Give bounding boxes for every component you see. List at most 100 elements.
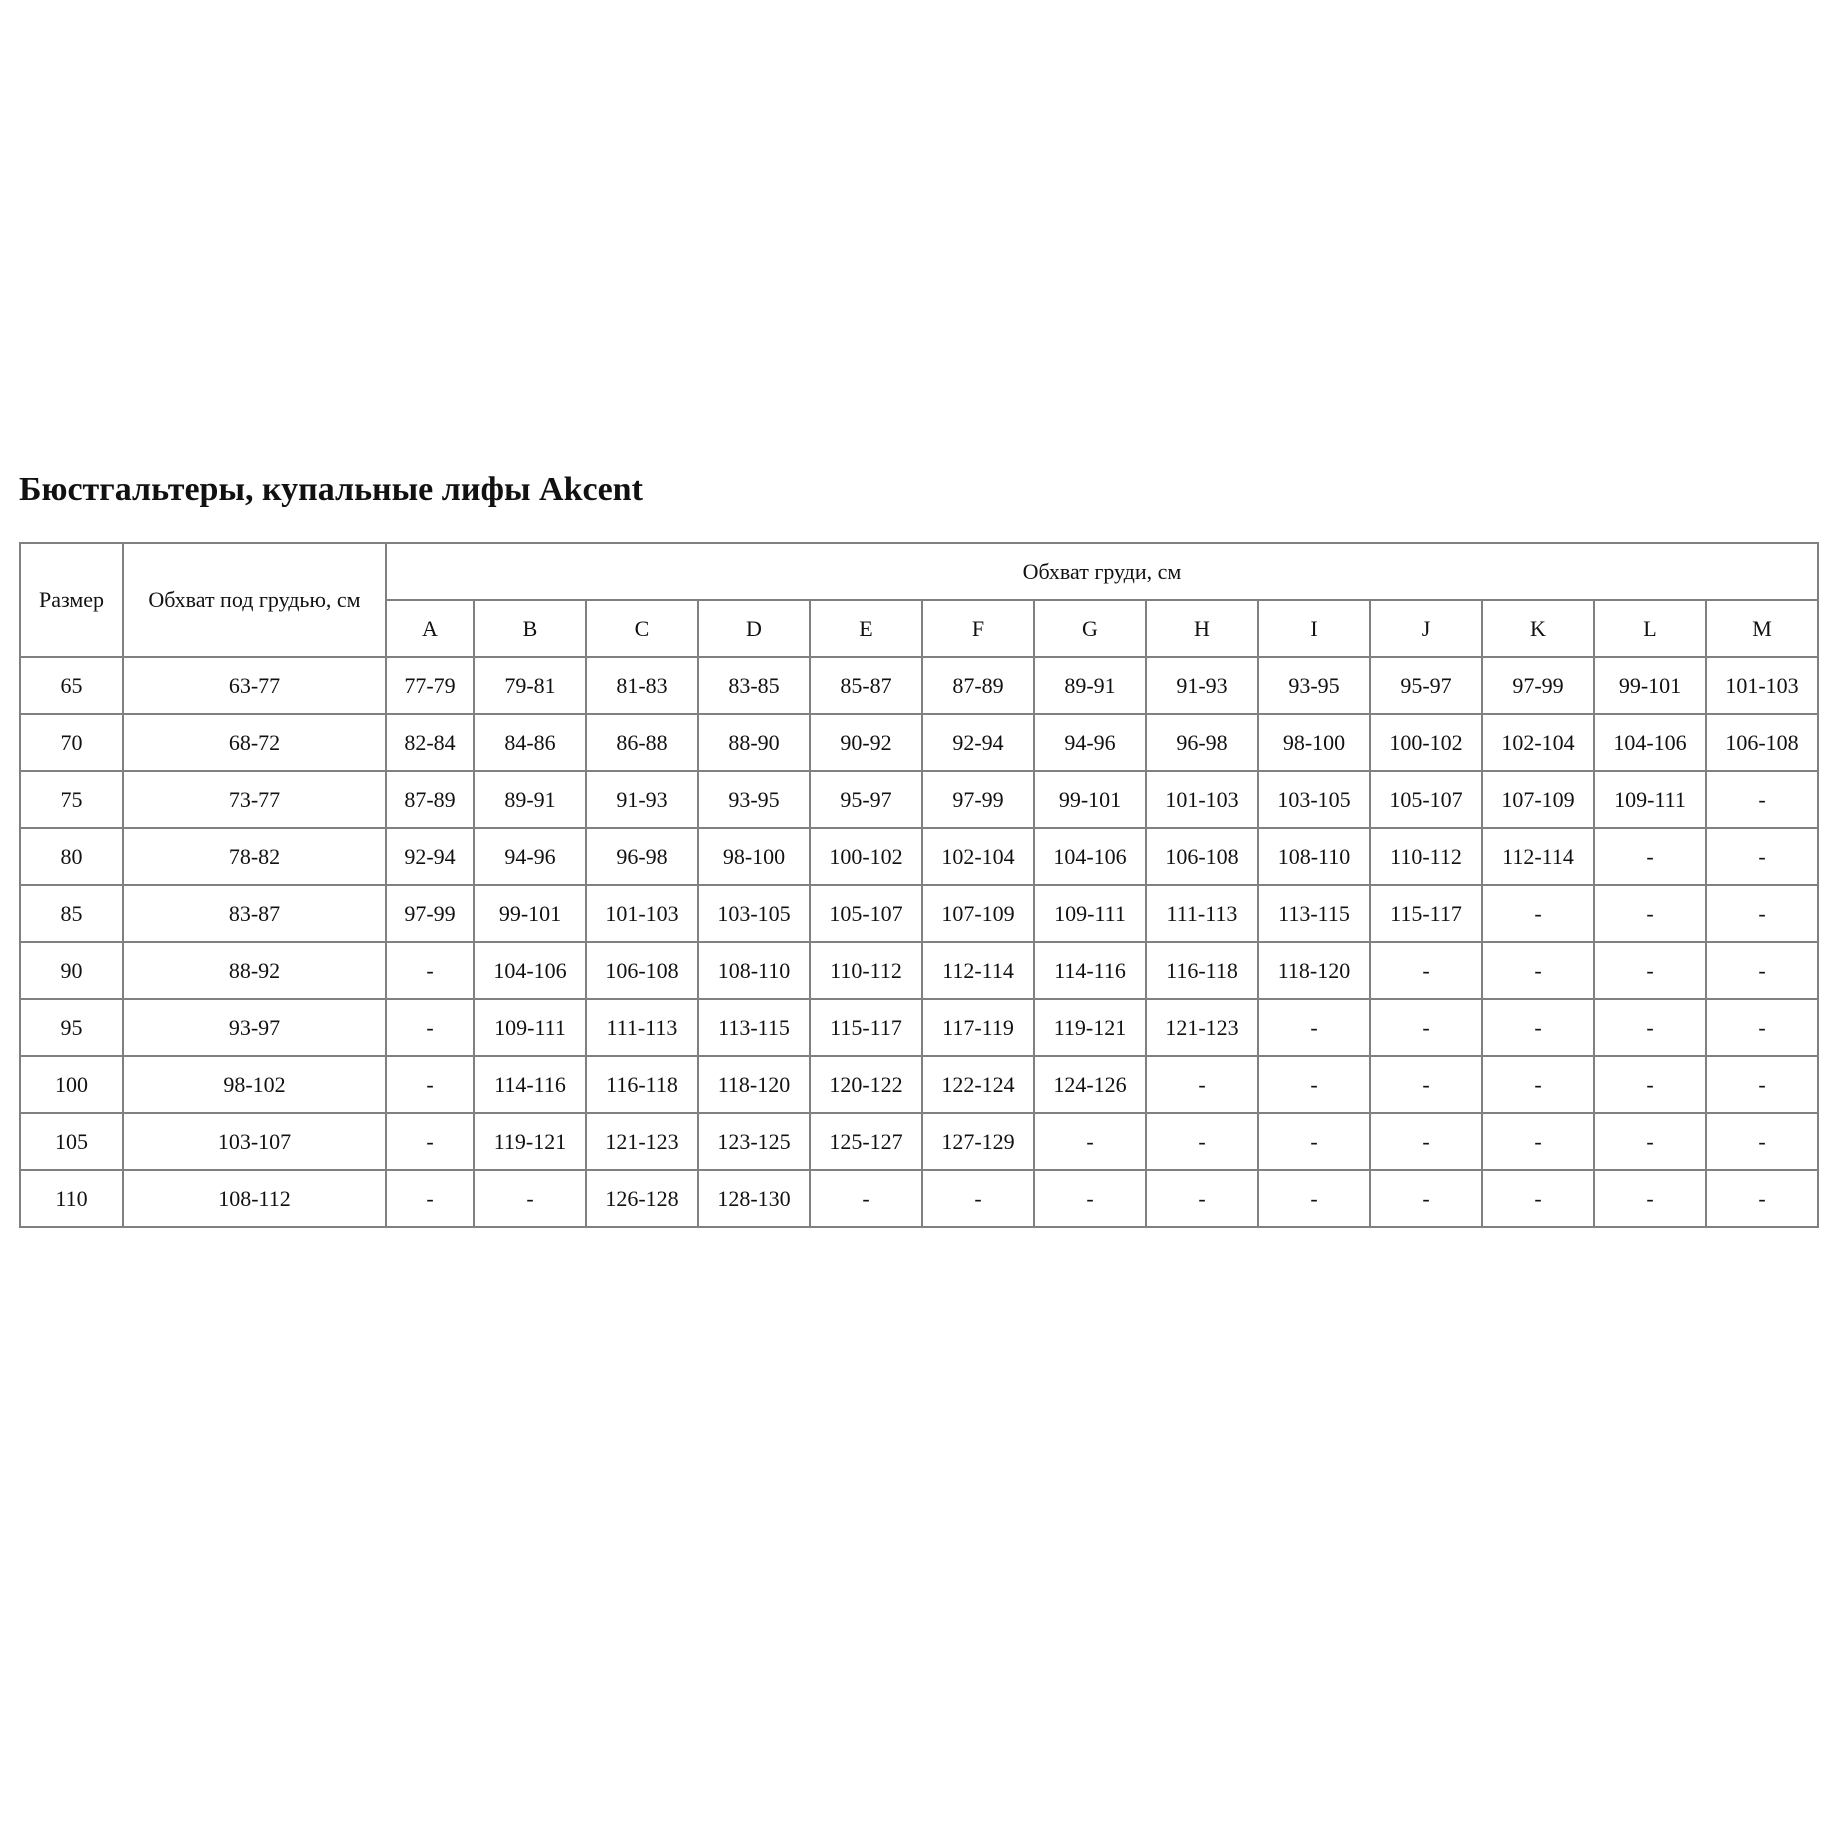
underbust-cell: 103-107 [122, 1112, 387, 1171]
bust-cell: - [1481, 941, 1595, 1000]
bust-cell: - [1481, 884, 1595, 943]
bust-cell: 107-109 [921, 884, 1035, 943]
bust-cell: 123-125 [697, 1112, 811, 1171]
size-cell: 90 [19, 941, 124, 1000]
cup-header: B [473, 599, 587, 658]
table-row: 105 103-107-119-121 121-123 123-125 125-127 1… [19, 1112, 1819, 1171]
bust-cell: 79-81 [473, 656, 587, 715]
bust-cell: 91-93 [585, 770, 699, 829]
bust-cell: - [385, 1169, 475, 1228]
bust-cell: 89-91 [473, 770, 587, 829]
bust-cell: - [921, 1169, 1035, 1228]
bust-cell: - [1369, 941, 1483, 1000]
cup-header: J [1369, 599, 1483, 658]
bust-cell: - [1145, 1055, 1259, 1114]
cup-header: M [1705, 599, 1819, 658]
underbust-cell: 93-97 [122, 998, 387, 1057]
bust-cell: 90-92 [809, 713, 923, 772]
bust-cell: 117-119 [921, 998, 1035, 1057]
bust-cell: - [1705, 884, 1819, 943]
bust-cell: 106-108 [1145, 827, 1259, 886]
cup-header: K [1481, 599, 1595, 658]
bust-cell: - [1145, 1112, 1259, 1171]
table-row: 100 98-102-114-116 116-118 118-120 120-122 12… [19, 1055, 1819, 1114]
bust-cell: - [1481, 1112, 1595, 1171]
bust-cell: 103-105 [697, 884, 811, 943]
bust-cell: 93-95 [1257, 656, 1371, 715]
bust-cell: 121-123 [585, 1112, 699, 1171]
bust-cell: 95-97 [1369, 656, 1483, 715]
cup-header: G [1033, 599, 1147, 658]
bust-cell: 87-89 [921, 656, 1035, 715]
cup-header: A [385, 599, 475, 658]
bust-cell: 101-103 [1705, 656, 1819, 715]
bust-cell: 128-130 [697, 1169, 811, 1228]
bust-cell: 119-121 [1033, 998, 1147, 1057]
table-row: 110 108-112- -126-128 128-130- - - - - - - - - [19, 1169, 1819, 1228]
underbust-cell: 78-82 [122, 827, 387, 886]
bust-cell: - [385, 1112, 475, 1171]
bust-cell: 92-94 [921, 713, 1035, 772]
bust-cell: - [1705, 941, 1819, 1000]
bust-cell: 92-94 [385, 827, 475, 886]
bust-cell: 88-90 [697, 713, 811, 772]
bust-cell: - [1369, 1055, 1483, 1114]
bust-cell: 99-101 [473, 884, 587, 943]
size-cell: 95 [19, 998, 124, 1057]
bust-cell: - [1369, 1169, 1483, 1228]
bust-cell: 82-84 [385, 713, 475, 772]
size-cell: 80 [19, 827, 124, 886]
bust-cell: 94-96 [473, 827, 587, 886]
cup-header: C [585, 599, 699, 658]
bust-cell: 113-115 [697, 998, 811, 1057]
bust-cell: - [1257, 1112, 1371, 1171]
table-row: 85 83-87 97-99 99-101 101-103 103-105 105-107 1… [19, 884, 1819, 943]
cup-header: H [1145, 599, 1259, 658]
bust-cell: 109-111 [1593, 770, 1707, 829]
bust-cell: 124-126 [1033, 1055, 1147, 1114]
bust-cell: 120-122 [809, 1055, 923, 1114]
bust-cell: - [1593, 884, 1707, 943]
bust-cell: - [1145, 1169, 1259, 1228]
bust-cell: 115-117 [1369, 884, 1483, 943]
bust-cell: 127-129 [921, 1112, 1035, 1171]
page-title: Бюстгальтеры, купальные лифы Akcent [19, 471, 643, 508]
bust-cell: 99-101 [1033, 770, 1147, 829]
bust-cell: 97-99 [1481, 656, 1595, 715]
bust-cell: 89-91 [1033, 656, 1147, 715]
bust-cell: 115-117 [809, 998, 923, 1057]
size-cell: 75 [19, 770, 124, 829]
bust-cell: 109-111 [473, 998, 587, 1057]
bust-cell: - [1705, 998, 1819, 1057]
bust-cell: 104-106 [1033, 827, 1147, 886]
bust-cell: 112-114 [921, 941, 1035, 1000]
bust-cell: 110-112 [1369, 827, 1483, 886]
bust-cell: 104-106 [1593, 713, 1707, 772]
size-cell: 85 [19, 884, 124, 943]
header-row: Размер Обхват под грудью, см Обхват груд… [19, 542, 1819, 658]
bust-cell: 114-116 [1033, 941, 1147, 1000]
bust-cell: - [1705, 1112, 1819, 1171]
cup-header: I [1257, 599, 1371, 658]
bust-cell: 101-103 [1145, 770, 1259, 829]
size-cell: 110 [19, 1169, 124, 1228]
bust-cell: 86-88 [585, 713, 699, 772]
cup-header: E [809, 599, 923, 658]
bust-cell: 108-110 [1257, 827, 1371, 886]
bust-cell: 97-99 [385, 884, 475, 943]
bust-cell: 118-120 [1257, 941, 1371, 1000]
size-cell: 105 [19, 1112, 124, 1171]
bust-cell: 99-101 [1593, 656, 1707, 715]
bust-cell: - [1033, 1112, 1147, 1171]
bust-cell: 126-128 [585, 1169, 699, 1228]
bust-cell: 84-86 [473, 713, 587, 772]
underbust-cell: 73-77 [122, 770, 387, 829]
bust-cell: - [1705, 770, 1819, 829]
bust-cell: 96-98 [1145, 713, 1259, 772]
bust-cell: 102-104 [1481, 713, 1595, 772]
bust-cell: - [1593, 1112, 1707, 1171]
table-row: 75 73-77 87-89 89-91 91-93 93-95 95-97 97-99 99-… [19, 770, 1819, 829]
bust-cell: - [385, 941, 475, 1000]
size-cell: 100 [19, 1055, 124, 1114]
